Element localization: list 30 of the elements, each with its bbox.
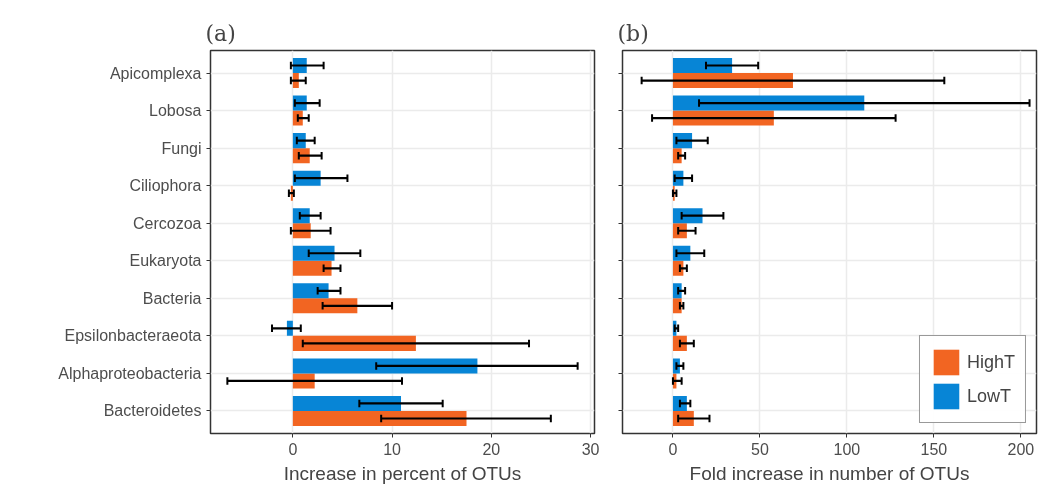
- y-tick-label: Bacteria: [142, 289, 202, 307]
- y-tick-label: Fungi: [161, 139, 202, 157]
- bar: [292, 245, 335, 261]
- x-axis-title: Increase in percent of OTUs: [283, 462, 522, 484]
- y-tick-label: Eukaryota: [129, 252, 202, 270]
- chart-title: (b): [617, 20, 649, 46]
- x-tick-label: 30: [581, 440, 600, 458]
- x-tick-label: 200: [1007, 440, 1035, 458]
- x-tick-label: 150: [920, 440, 948, 458]
- y-tick-label: Cercozoa: [133, 214, 202, 232]
- legend-label: HighT: [966, 351, 1015, 373]
- bar: [292, 283, 329, 299]
- legend-label: LowT: [966, 385, 1011, 407]
- x-tick-label: 20: [482, 440, 501, 458]
- chart-title: (a): [205, 20, 236, 46]
- x-axis-title: Fold increase in number of OTUs: [689, 462, 970, 484]
- y-tick-label: Epsilonbacteraeota: [64, 327, 202, 345]
- x-tick-label: 100: [833, 440, 861, 458]
- bar: [292, 260, 332, 276]
- y-tick-label: Bacteroidetes: [103, 402, 202, 420]
- y-tick-label: Alphaproteobacteria: [58, 364, 202, 382]
- x-tick-label: 50: [751, 440, 769, 458]
- bar: [292, 358, 478, 374]
- x-tick-label: 0: [288, 440, 298, 458]
- y-tick-label: Apicomplexa: [109, 64, 202, 82]
- x-tick-label: 10: [383, 440, 402, 458]
- x-tick-label: 0: [668, 440, 678, 458]
- bar: [292, 298, 358, 314]
- y-tick-label: Ciliophora: [129, 177, 202, 195]
- y-tick-label: Lobosa: [149, 102, 202, 120]
